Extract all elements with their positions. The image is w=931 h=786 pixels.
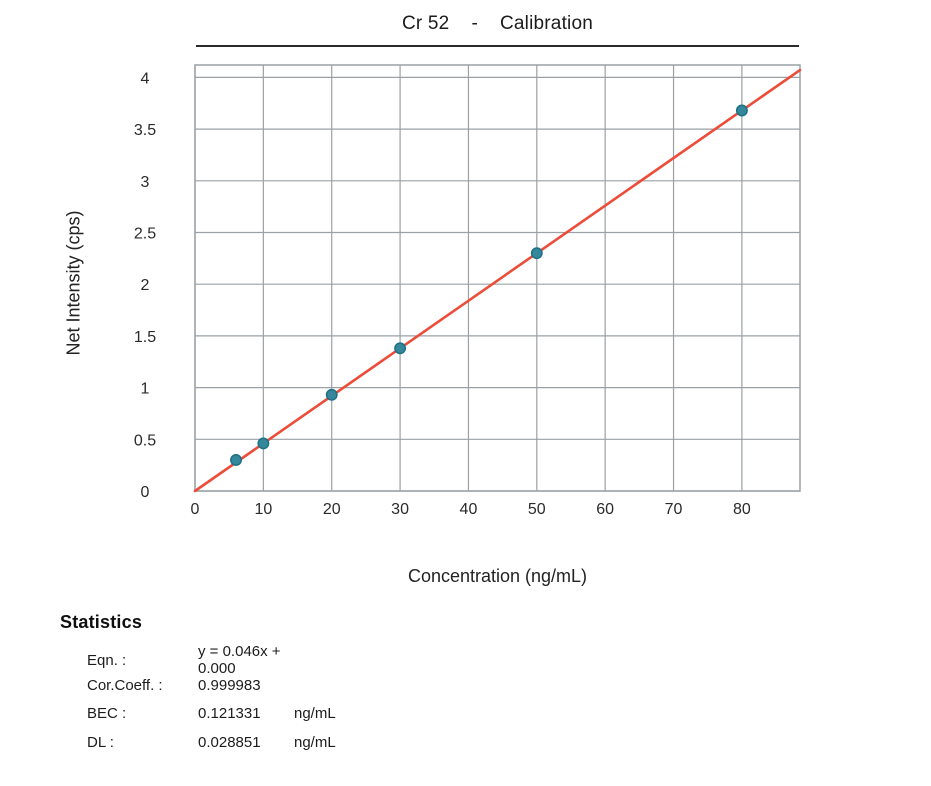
stat-value: y = 0.046x + 0.000 [198,643,281,677]
y-tick-label: 2 [141,277,150,294]
y-tick-label: 1 [141,381,150,398]
x-tick-label: 60 [596,501,614,518]
chart-title-element: Cr 52 [401,13,450,34]
stat-row: BEC : 0.121331 ng/mL [87,700,336,728]
data-point [530,247,543,260]
y-tick-label: 3.5 [134,122,156,139]
x-tick-label: 80 [733,501,751,518]
statistics-rows: Eqn. : y = 0.046x + 0.000 Cor.Coeff. : 0.99… [87,643,336,757]
x-tick-label: 0 [191,501,200,518]
statistics-section: Statistics Eqn. :y = 0.046x + 0.000 Cor.C… [60,612,336,757]
chart-title-label: Calibration [499,13,594,34]
chart-title-separator: - [471,13,478,34]
data-point [735,104,748,117]
data-point [394,342,407,355]
x-tick-label: 20 [323,501,341,518]
stat-unit: ng/mL [294,705,336,723]
y-tick-label: 2.5 [134,226,156,243]
calibration-plot: 0 10 20 30 40 50 60 70 80 0 0.5 1 1.5 2 2.5 3 3.5 4 [134,64,802,518]
stat-row: DL : 0.028851 ng/mL [87,728,336,756]
data-point [230,454,242,466]
x-tick-label: 40 [460,501,478,518]
statistics-heading: Statistics [60,612,143,632]
plot-border [194,64,801,492]
data-point [325,388,338,401]
x-tick-label: 10 [254,501,272,518]
y-tick-label: 1.5 [134,329,156,346]
stat-label: Eqn. : [87,651,127,669]
stat-label: DL : [87,733,114,751]
x-tick-label: 30 [391,501,409,518]
stat-label: Cor.Coeff. : [87,677,163,695]
y-tick-label: 3 [141,174,150,191]
x-tick-label: 50 [528,501,546,518]
chart-title: Cr 52 - Calibration [195,13,800,35]
stat-value: 0.028851 [198,733,261,751]
stat-row: Eqn. : y = 0.046x + 0.000 [87,643,336,677]
x-axis-label: Concentration (ng/mL) [407,566,588,586]
y-tick-label: 0 [141,484,150,501]
stat-row: Cor.Coeff. : 0.999983 [87,671,336,699]
x-tick-label: 70 [665,501,683,518]
data-point [257,437,270,450]
title-underline [196,45,799,47]
stat-unit: ng/mL [294,733,336,751]
calibration-fit-line [193,68,802,493]
y-tick-label: 0.5 [134,432,156,449]
stat-label: BEC : [87,705,127,723]
stat-value: 0.121331 [198,705,261,723]
stat-value: 0.999983 [198,677,261,695]
y-tick-label: 4 [141,70,150,87]
y-axis-label: Net Intensity (cps) [63,210,84,356]
